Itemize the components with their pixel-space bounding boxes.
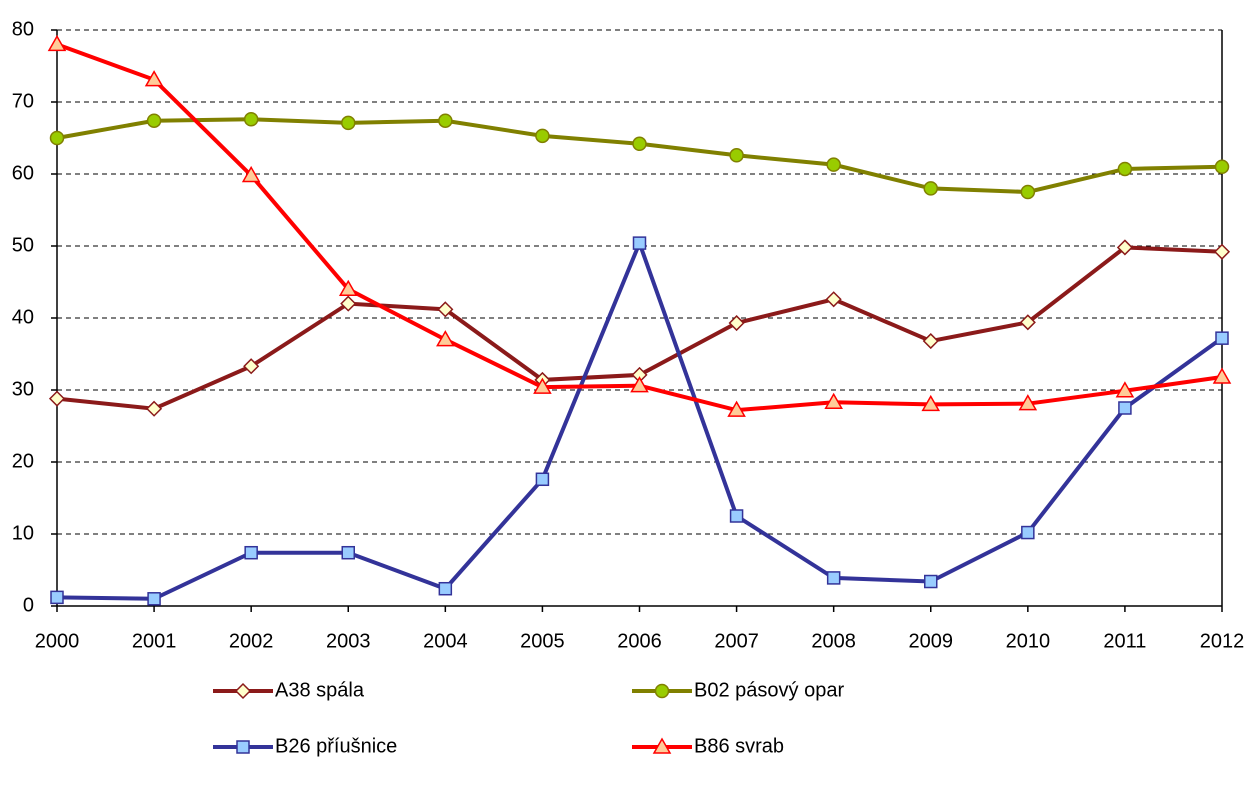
marker <box>1019 314 1036 331</box>
y-tick-label: 40 <box>12 306 34 328</box>
marker <box>438 113 453 128</box>
legend-label: A38 spála <box>275 679 365 701</box>
marker <box>243 112 259 127</box>
marker <box>727 400 746 417</box>
series-line <box>56 237 1224 601</box>
marker <box>728 314 745 332</box>
series-line <box>56 42 1223 413</box>
marker <box>49 130 65 146</box>
marker <box>147 592 161 606</box>
marker <box>341 115 356 131</box>
marker <box>1212 367 1232 384</box>
marker <box>1018 394 1038 411</box>
marker <box>436 330 455 347</box>
marker <box>652 737 672 754</box>
marker <box>243 358 260 375</box>
marker <box>341 545 355 560</box>
y-tick-label: 70 <box>12 90 34 112</box>
marker <box>1116 239 1133 256</box>
x-tick-label: 2006 <box>617 630 662 652</box>
marker <box>241 165 261 183</box>
x-tick-label: 2002 <box>229 630 274 652</box>
marker <box>236 740 250 754</box>
marker <box>340 295 357 312</box>
marker <box>1214 159 1230 175</box>
marker <box>824 392 843 409</box>
marker <box>146 113 162 128</box>
marker <box>825 291 842 308</box>
marker <box>144 70 164 87</box>
legend-label: B26 příušnice <box>275 735 397 757</box>
marker <box>1021 525 1035 540</box>
x-tick-label: 2009 <box>909 630 954 652</box>
x-tick-label: 2005 <box>520 630 565 652</box>
marker <box>1118 401 1132 415</box>
marker <box>533 377 552 394</box>
marker <box>1213 243 1231 260</box>
y-tick-label: 0 <box>23 594 34 616</box>
x-tick-label: 2003 <box>326 630 371 652</box>
marker <box>244 545 258 560</box>
marker <box>632 136 647 152</box>
marker <box>826 157 841 172</box>
marker <box>48 390 66 407</box>
x-tick-label: 2007 <box>714 630 759 652</box>
y-tick-label: 60 <box>12 162 34 184</box>
y-tick-label: 80 <box>12 18 34 40</box>
x-tick-label: 2001 <box>132 630 177 652</box>
legend-label: B02 pásový opar <box>694 679 844 701</box>
x-tick-label: 2004 <box>423 630 468 652</box>
marker <box>729 509 744 523</box>
marker <box>922 332 939 350</box>
marker <box>535 128 550 144</box>
marker <box>654 683 670 699</box>
marker <box>146 400 163 417</box>
marker <box>1215 331 1229 345</box>
marker <box>729 148 744 163</box>
marker <box>632 236 647 250</box>
legend-label: B86 svrab <box>694 735 784 757</box>
marker <box>921 394 941 412</box>
marker <box>1115 381 1135 398</box>
y-tick-label: 10 <box>12 522 34 544</box>
y-tick-label: 50 <box>12 234 34 256</box>
x-tick-label: 2011 <box>1103 630 1146 652</box>
y-tick-label: 30 <box>12 378 34 400</box>
marker <box>437 301 454 318</box>
x-tick-label: 2000 <box>35 630 80 652</box>
x-tick-label: 2010 <box>1006 630 1051 652</box>
x-tick-label: 2012 <box>1200 630 1245 652</box>
marker <box>826 571 841 585</box>
marker <box>50 590 64 605</box>
y-tick-label: 20 <box>12 450 34 472</box>
x-tick-label: 2008 <box>811 630 856 652</box>
marker <box>234 682 252 700</box>
marker <box>923 181 938 196</box>
marker <box>535 472 550 487</box>
marker <box>438 581 453 596</box>
marker <box>338 279 358 296</box>
marker <box>1020 184 1036 200</box>
marker <box>630 376 649 393</box>
marker <box>47 34 67 52</box>
marker <box>1117 161 1133 177</box>
marker <box>924 574 938 589</box>
